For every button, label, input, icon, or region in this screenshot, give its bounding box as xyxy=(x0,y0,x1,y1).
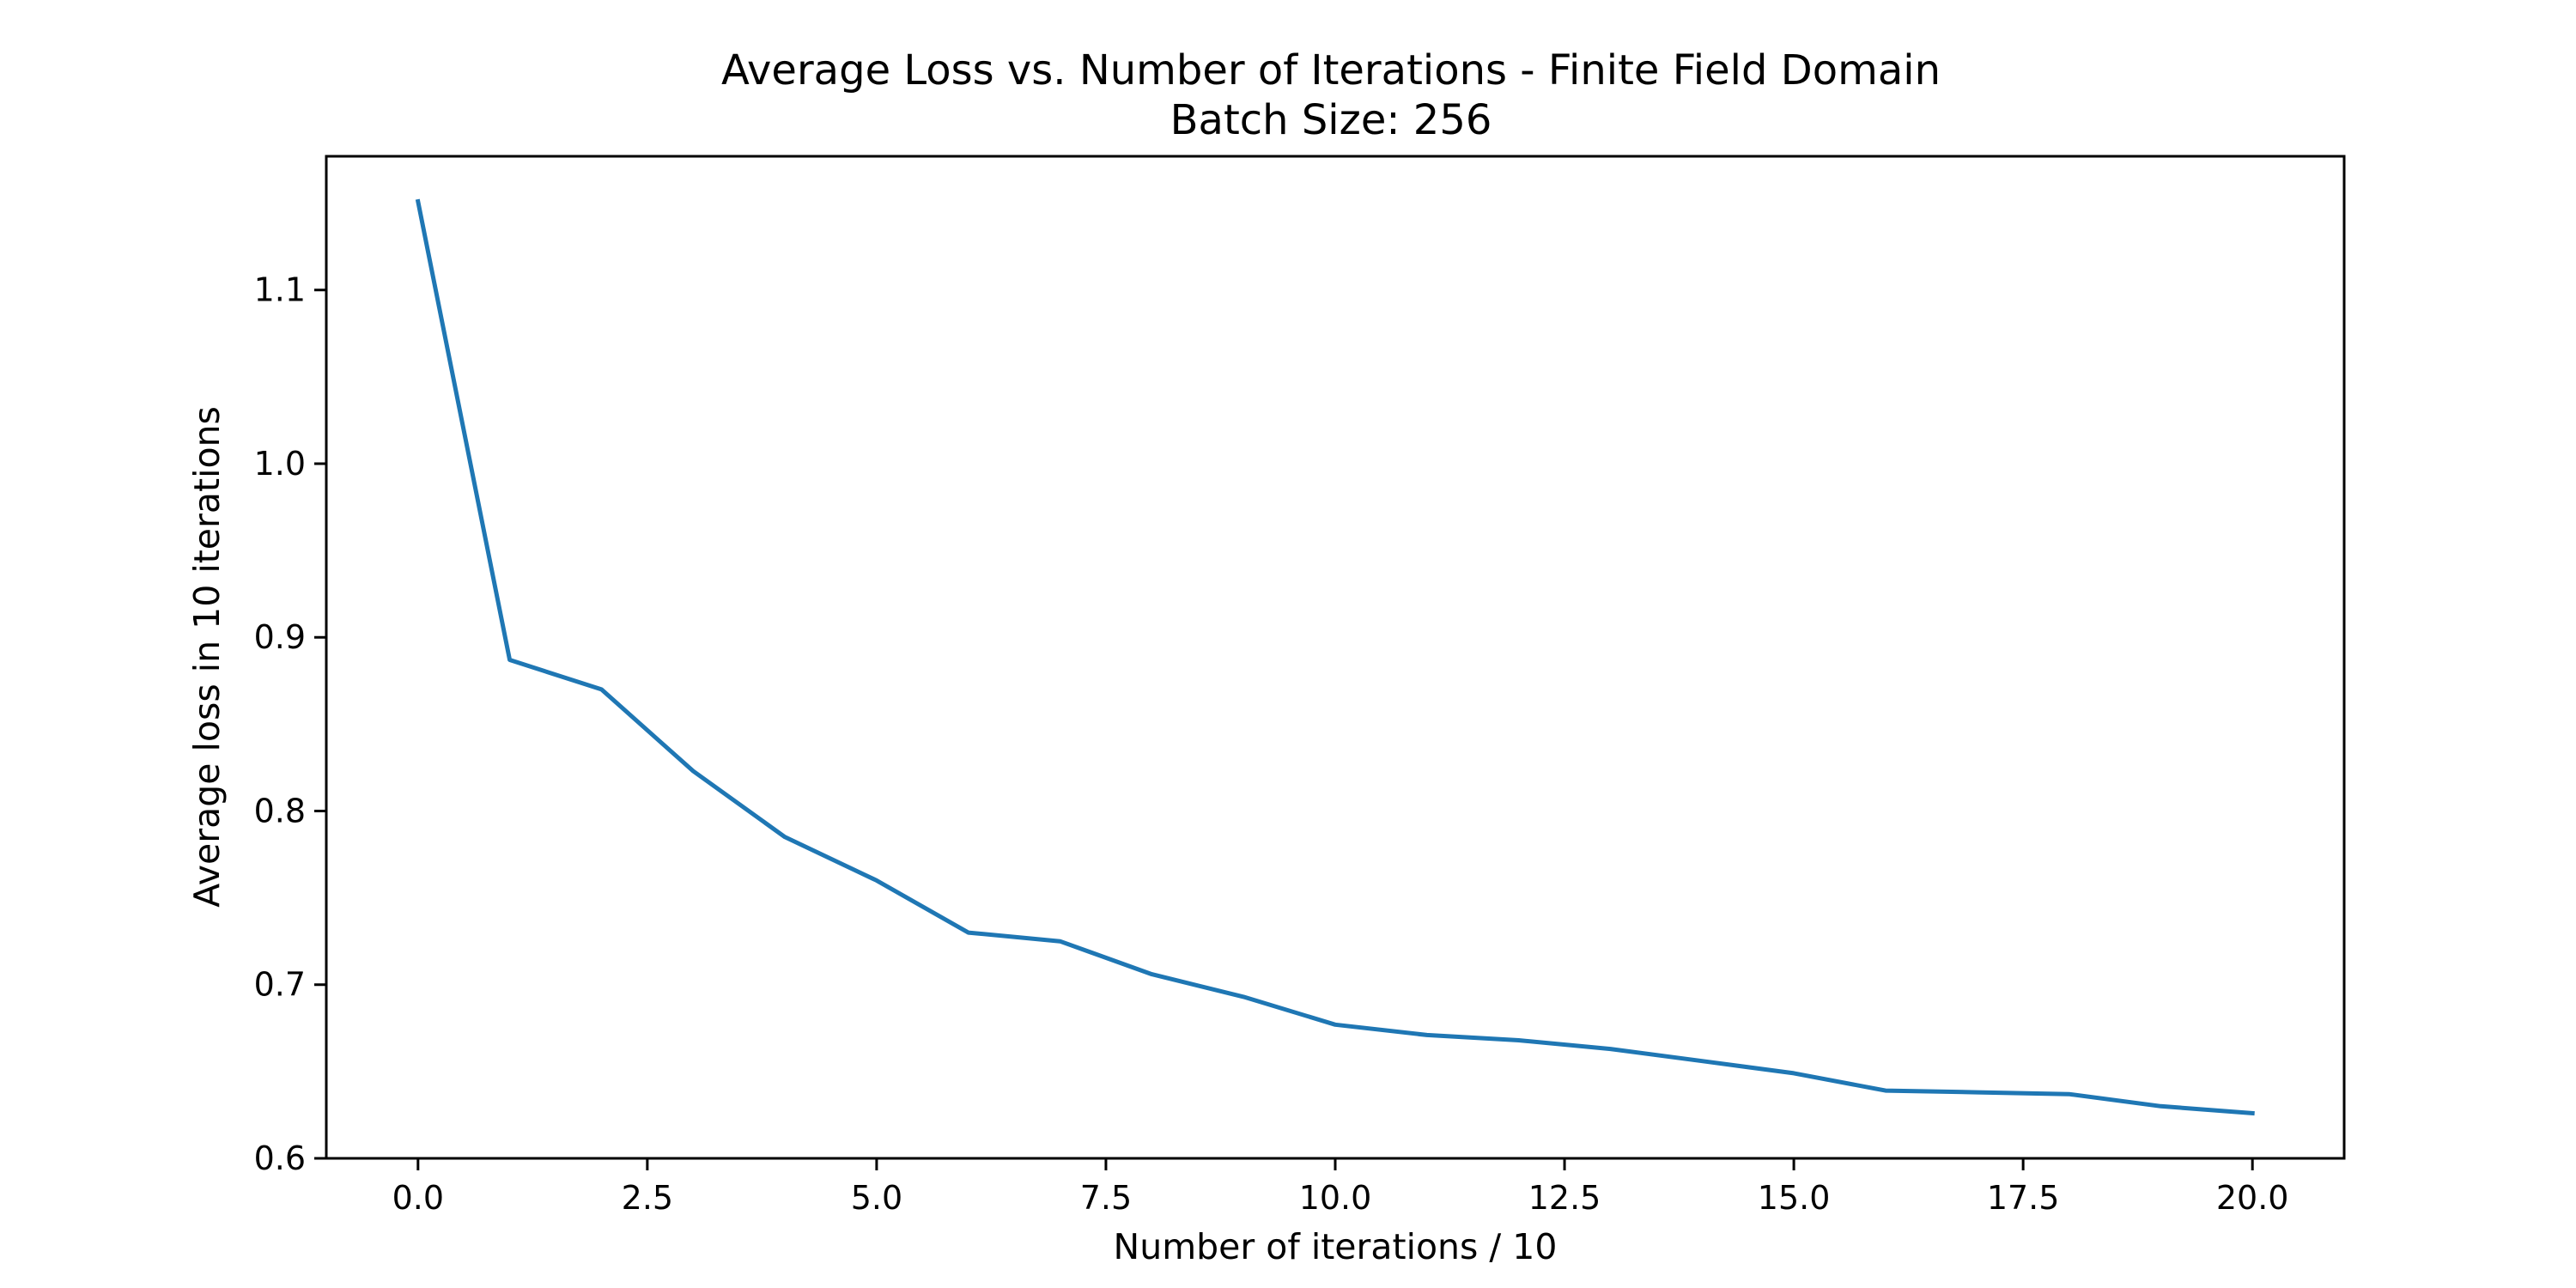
x-axis-label: Number of iterations / 10 xyxy=(1114,1226,1558,1267)
x-tick-label: 7.5 xyxy=(1080,1179,1132,1217)
chart-subtitle: Batch Size: 256 xyxy=(1170,96,1492,144)
x-tick-label: 12.5 xyxy=(1528,1179,1601,1217)
chart-title: Average Loss vs. Number of Iterations - … xyxy=(721,46,1941,94)
series-layer xyxy=(415,198,2255,1116)
y-axis-label: Average loss in 10 iterations xyxy=(186,406,228,908)
y-tick-label: 0.9 xyxy=(254,618,306,656)
x-axis: 0.0 2.5 5.0 7.5 10.0 12.5 15.0 17.5 20.0 xyxy=(392,1158,2289,1217)
x-tick-label: 0.0 xyxy=(392,1179,444,1217)
x-tick-label: 10.0 xyxy=(1299,1179,1372,1217)
y-tick-label: 0.7 xyxy=(254,966,306,1004)
plot-frame xyxy=(325,155,2346,1160)
y-tick-label: 1.0 xyxy=(254,445,306,483)
x-tick-label: 17.5 xyxy=(1987,1179,2060,1217)
y-tick-label: 0.6 xyxy=(254,1139,306,1177)
x-tick-label: 5.0 xyxy=(851,1179,902,1217)
y-tick-label: 1.1 xyxy=(254,271,306,309)
series-line xyxy=(415,198,2255,1116)
x-tick-label: 15.0 xyxy=(1758,1179,1831,1217)
y-tick-label: 0.8 xyxy=(254,792,306,829)
x-tick-label: 20.0 xyxy=(2216,1179,2289,1217)
x-tick-label: 2.5 xyxy=(622,1179,673,1217)
y-axis: 0.6 0.7 0.8 0.9 1.0 1.1 xyxy=(254,271,326,1177)
